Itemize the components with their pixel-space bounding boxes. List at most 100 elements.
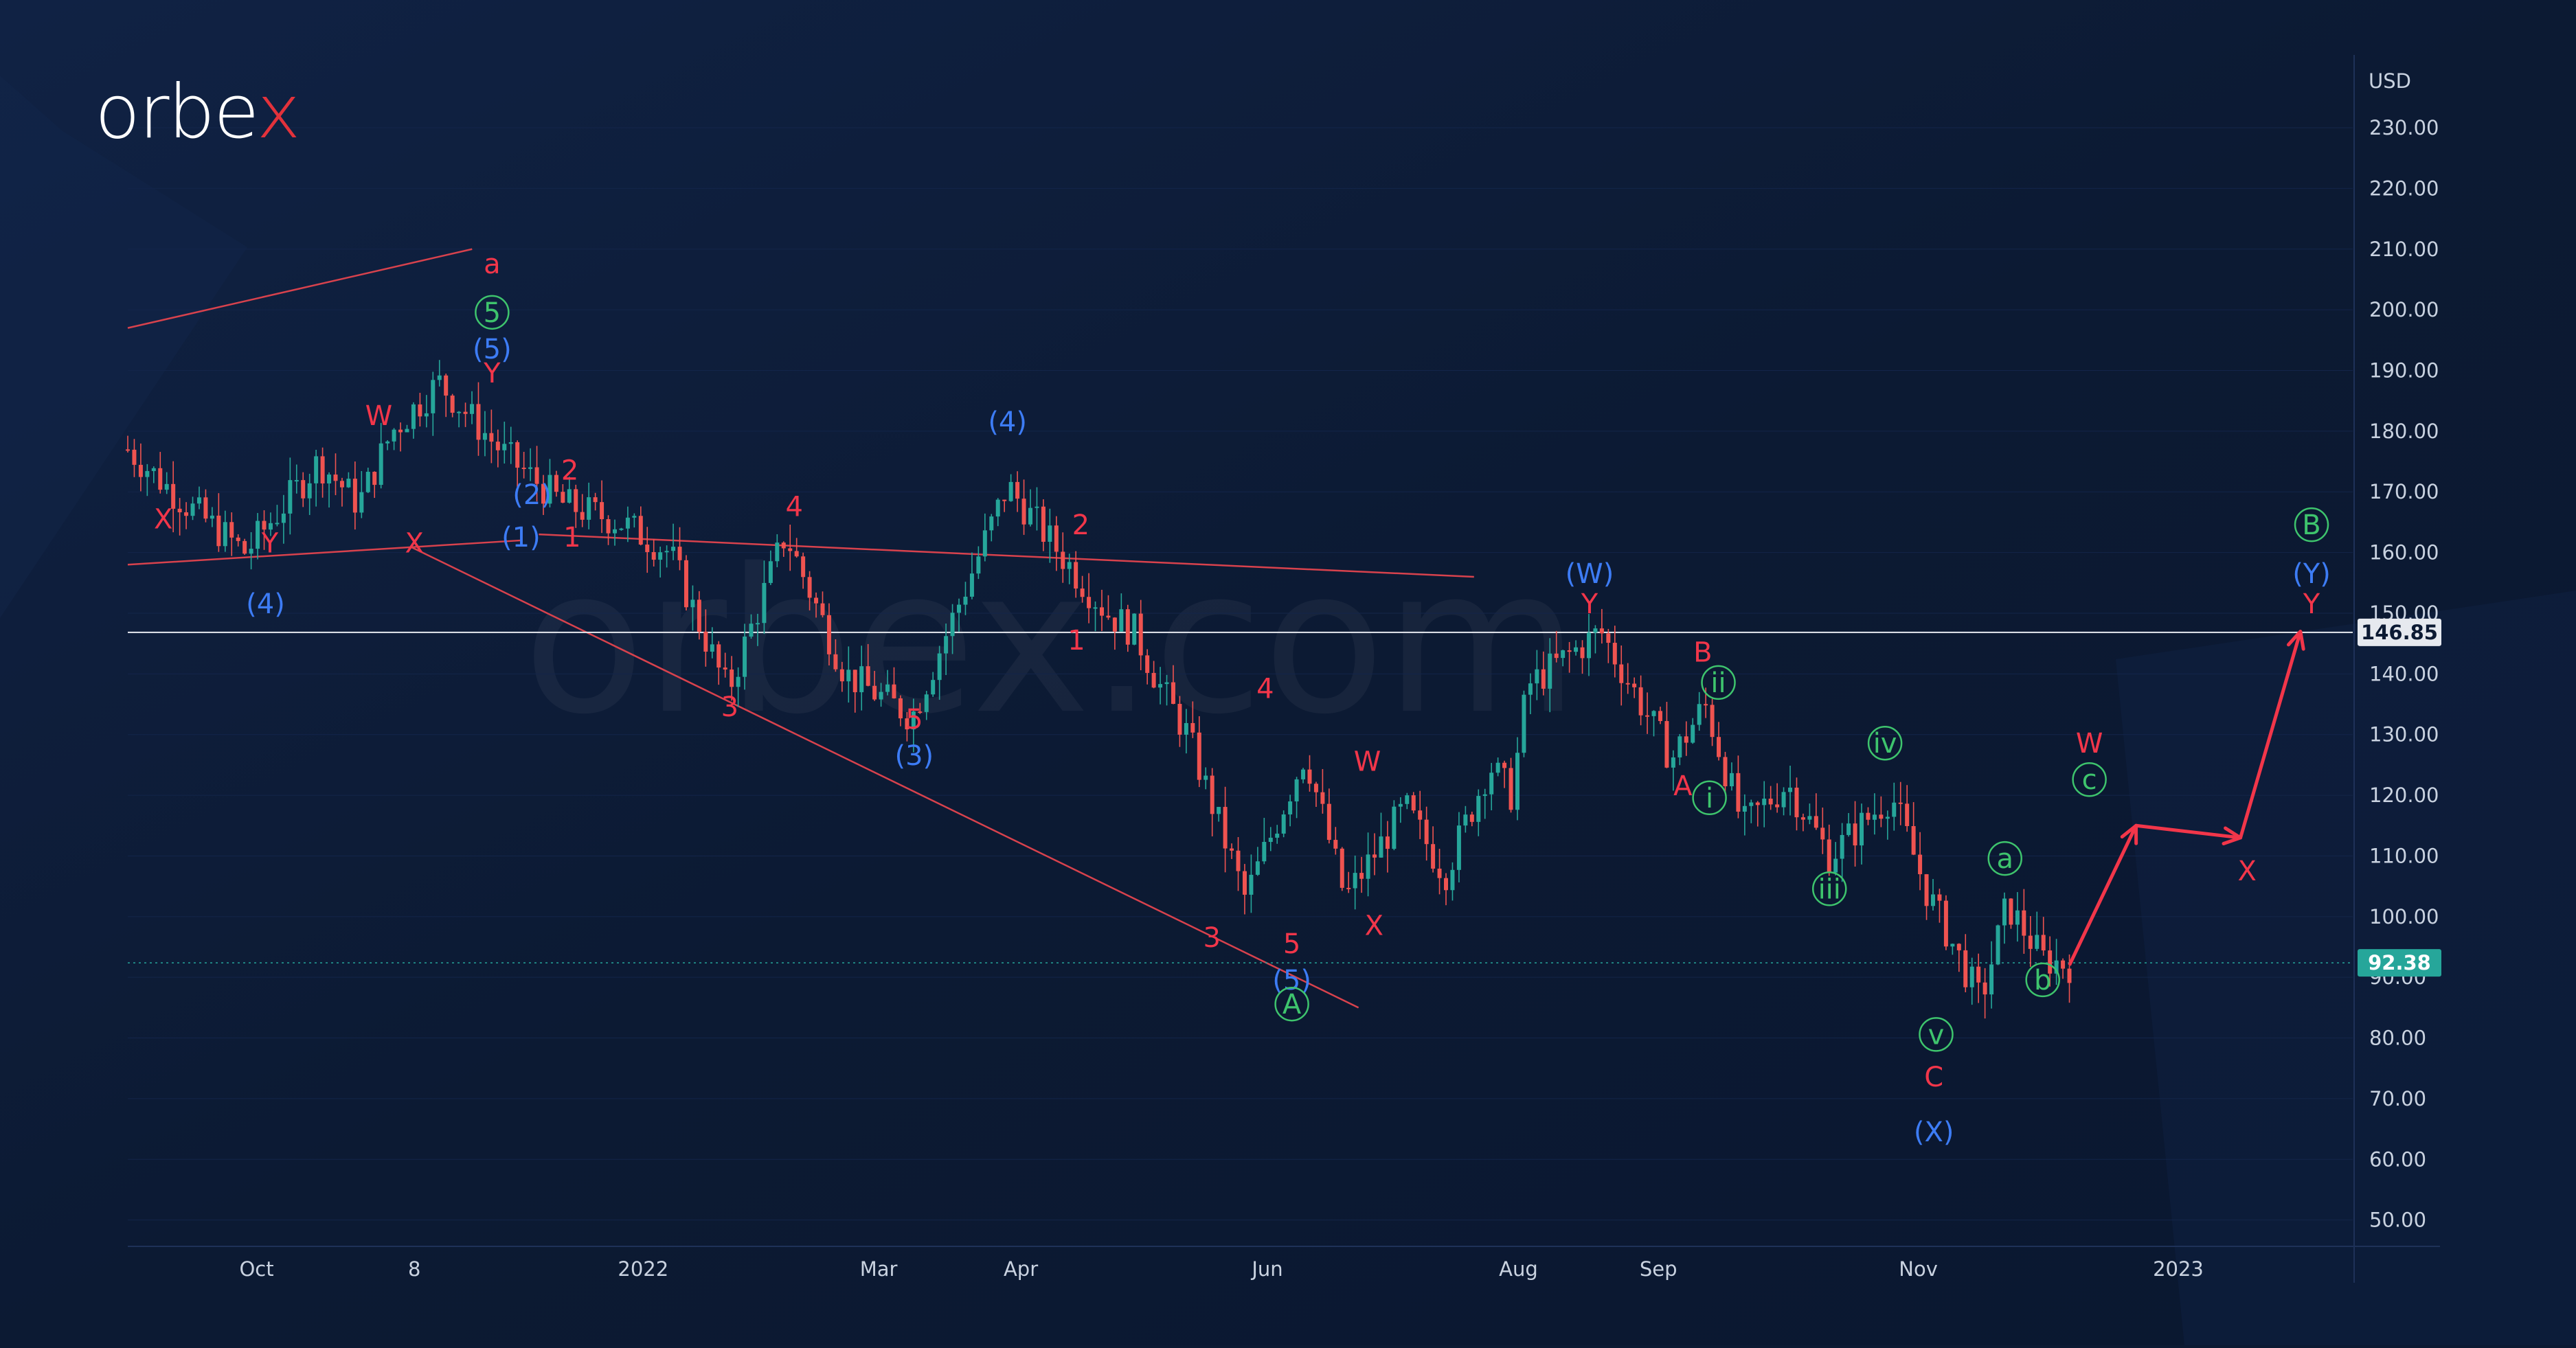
candle-body — [184, 512, 189, 516]
candle-body — [541, 483, 546, 504]
candle-body — [534, 467, 539, 484]
candle-body — [307, 483, 312, 499]
y-tick-label: 190.00 — [2369, 359, 2439, 382]
candle-body — [1424, 819, 1429, 845]
wave-label: X — [154, 503, 172, 535]
candle-body — [216, 515, 221, 547]
wave-label: (W) — [1566, 558, 1614, 590]
candle-body — [320, 456, 325, 484]
candle-body — [145, 470, 150, 477]
candle-body — [1535, 669, 1539, 684]
candle-body — [1638, 687, 1643, 716]
candle-body — [385, 441, 390, 444]
candle-body — [1710, 705, 1715, 738]
wave-label: ii — [1710, 667, 1726, 699]
candle-body — [1729, 773, 1734, 787]
candle-body — [1625, 683, 1630, 685]
candle-body — [593, 497, 598, 503]
svg-text:orbex: orbex — [95, 69, 300, 155]
candle-body — [1515, 753, 1519, 810]
wave-label: B — [2302, 510, 2320, 541]
y-tick-label: 140.00 — [2369, 662, 2439, 685]
candle-body — [126, 449, 130, 451]
candle-body — [249, 549, 253, 554]
candle-body — [1989, 964, 1994, 995]
candle-body — [288, 480, 293, 514]
candle-body — [489, 433, 494, 442]
trend-line — [539, 533, 1474, 578]
candle-body — [937, 653, 942, 681]
wave-label-circle — [2072, 762, 2107, 797]
candle-body — [879, 692, 883, 700]
candle-body — [1846, 823, 1851, 835]
candle-body — [846, 670, 851, 682]
candle-body — [223, 522, 227, 547]
candle-body — [1522, 694, 1526, 753]
candle-body — [515, 442, 520, 468]
candle-body — [1898, 802, 1903, 804]
candle-body — [190, 503, 195, 516]
candle-body — [2048, 950, 2053, 974]
candle-body — [788, 548, 793, 551]
candle-body — [1548, 653, 1552, 689]
candle-body — [1969, 966, 1974, 987]
wave-label-circle — [1701, 665, 1736, 700]
candle-body — [1840, 834, 1844, 859]
candle-body — [1164, 682, 1169, 685]
wave-label: 2 — [561, 455, 578, 487]
wave-label: W — [1354, 746, 1381, 778]
wave-label: (4) — [246, 589, 285, 620]
candle-body — [1418, 810, 1423, 820]
wave-label: 4 — [785, 492, 802, 523]
candle-body — [1775, 804, 1780, 808]
candle-body — [1171, 682, 1175, 705]
candle-body — [1190, 722, 1195, 733]
x-axis-ticks[interactable]: Oct 8 2022 Mar Apr Jun Aug Sep Nov 2023 — [239, 1257, 2203, 1281]
candle-body — [398, 429, 403, 433]
candle-body — [411, 404, 416, 429]
candle-body — [619, 528, 624, 530]
candle-body — [1554, 653, 1559, 659]
wave-label: Y — [261, 528, 279, 560]
candle-body — [969, 573, 974, 597]
candle-body — [989, 516, 994, 531]
candle-body — [2002, 898, 2007, 926]
wave-label: (X) — [1914, 1117, 1954, 1148]
candle-body — [1275, 833, 1280, 838]
candle-body — [1717, 737, 1721, 757]
y-axis-ticks[interactable]: 230.00 220.00 210.00 200.00 190.00 180.00 170.… — [2369, 116, 2439, 1232]
wave-label-circle — [1692, 780, 1727, 816]
wave-label: 5 — [484, 297, 501, 329]
candle-body — [625, 517, 630, 529]
candle-body — [1177, 704, 1182, 735]
candle-body — [521, 468, 526, 470]
candle-body — [1905, 803, 1910, 826]
candle-body — [1054, 525, 1059, 552]
candle-body — [801, 556, 806, 578]
candle-body — [470, 404, 475, 414]
candle-body — [1106, 615, 1111, 618]
candle-body — [1704, 704, 1708, 706]
candle-body — [1755, 802, 1760, 806]
candle-body — [2067, 968, 2072, 983]
wave-label: 1 — [563, 522, 580, 553]
candle-body — [1405, 795, 1410, 804]
candle-body — [1398, 803, 1403, 807]
candle-body — [1158, 684, 1163, 688]
y-tick-label: 200.00 — [2369, 298, 2439, 321]
candle-body — [365, 472, 370, 492]
candle-body — [749, 624, 754, 637]
wave-label: 4 — [1256, 674, 1274, 705]
candle-body — [1943, 900, 1948, 947]
candle-body — [1814, 816, 1818, 828]
candle-body — [743, 636, 747, 677]
candle-body — [775, 542, 780, 562]
candle-body — [1041, 506, 1046, 542]
candle-body — [1353, 873, 1357, 889]
candle-body — [132, 449, 137, 465]
candle-body — [275, 523, 280, 525]
candle-body — [1301, 769, 1306, 779]
